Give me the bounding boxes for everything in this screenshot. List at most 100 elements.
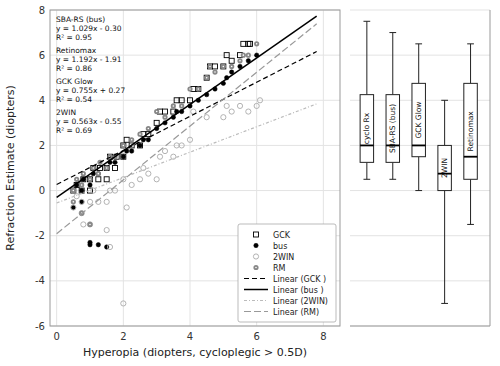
legend-label: GCK	[273, 231, 291, 240]
scatter-point	[104, 227, 109, 232]
annotation-line: R² = 0.95	[56, 33, 92, 42]
scatter-point	[147, 127, 150, 130]
scatter-point	[257, 98, 262, 103]
grid-line	[50, 190, 340, 191]
legend-swatch	[254, 232, 259, 237]
y-tick-label: -2	[35, 230, 45, 241]
median	[412, 145, 425, 147]
legend-label: bus	[273, 242, 287, 251]
boxes	[360, 21, 477, 303]
scatter-point	[82, 172, 85, 175]
scatter-point	[247, 53, 250, 56]
scatter-point	[88, 183, 92, 187]
scatter-point	[171, 154, 176, 159]
scatter-point	[96, 177, 101, 182]
regression-line	[57, 52, 317, 185]
whisker-cap	[467, 224, 474, 225]
scatter-point	[80, 183, 83, 186]
scatter-point	[221, 64, 226, 69]
whisker	[392, 162, 393, 179]
x-axis-label: Hyperopia (diopters, cycloplegic > 0.5D)	[83, 346, 307, 359]
scatter-point	[88, 178, 91, 181]
chart-svg: 02468-6-4-202468Hyperopia (diopters, cyc…	[0, 0, 500, 366]
scatter-point	[72, 200, 75, 203]
whisker-cap	[389, 32, 396, 33]
whisker-cap	[363, 179, 370, 180]
annotation-line: SBA-RS (bus)	[56, 15, 105, 24]
scatter-point	[157, 154, 162, 159]
box-label: GCK Glow	[414, 102, 423, 139]
annotation-line: Retinomax	[56, 46, 97, 55]
scatter-point	[254, 103, 259, 108]
annotation-line: GCK Glow	[56, 77, 93, 86]
grid-line	[350, 326, 490, 327]
y-tick-label: 2	[39, 140, 45, 151]
scatter-point	[71, 205, 75, 209]
whisker-cap	[467, 43, 474, 44]
scatter-point	[208, 64, 213, 69]
annotation: 2WINy = 0.563x - 0.55R² = 0.69	[56, 108, 122, 135]
scatter-point	[92, 166, 95, 169]
scatter-point	[87, 199, 92, 204]
x-tick-label: 6	[253, 331, 259, 342]
scatter-series	[71, 53, 259, 249]
scatter-point	[96, 243, 100, 247]
scatter-point	[163, 116, 166, 119]
scatter-point	[113, 166, 118, 171]
legend-label: Linear (RM)	[273, 308, 319, 317]
y-tick-label: 0	[39, 185, 45, 196]
scatter-point	[71, 205, 76, 210]
scatter-point	[122, 144, 125, 147]
scatter-point	[81, 222, 86, 227]
scatter-point	[74, 194, 79, 199]
scatter-point	[129, 182, 134, 187]
scatter-point	[104, 166, 108, 170]
whisker	[470, 179, 471, 224]
scatter-point	[137, 177, 142, 182]
grid-line	[350, 10, 490, 11]
annotation-line: R² = 0.69	[56, 126, 92, 135]
plot-data	[57, 16, 317, 306]
x-tick-label: 8	[320, 331, 326, 342]
scatter-point	[88, 223, 91, 226]
whisker	[418, 157, 419, 191]
scatter-point	[188, 87, 191, 90]
axis-line	[490, 10, 491, 326]
scatter-point	[79, 188, 83, 192]
whisker	[444, 191, 445, 304]
scatter-point	[222, 65, 225, 68]
y-tick-label: 4	[39, 95, 45, 106]
scatter-point	[213, 64, 218, 69]
scatter-point	[79, 199, 84, 204]
grid-line	[350, 190, 490, 191]
box-label: SBA-RS (bus)	[388, 104, 397, 153]
scatter-point	[71, 188, 76, 193]
legend: GCKbus2WINRMLinear (GCK )Linear (bus )Li…	[238, 224, 336, 322]
whisker	[392, 33, 393, 95]
scatter-point	[255, 42, 258, 45]
box-label: cyclo Rx	[362, 112, 371, 144]
tick-labels: 02468-6-4-202468	[35, 5, 327, 343]
legend-frame	[238, 224, 336, 322]
scatter-point	[104, 166, 109, 171]
x-tick-label: 0	[53, 331, 59, 342]
scatter-point	[154, 177, 159, 182]
legend-label: RM	[273, 264, 286, 273]
scatter-point	[246, 41, 251, 46]
scatter-point	[174, 98, 179, 103]
regression-line	[57, 104, 317, 203]
whisker-cap	[415, 190, 422, 191]
legend-swatch	[254, 266, 257, 269]
scatter-series	[71, 98, 263, 306]
box	[438, 145, 451, 190]
scatter-point	[105, 166, 108, 169]
scatter-point	[75, 178, 78, 181]
scatter-point	[79, 188, 84, 193]
scatter-point	[104, 199, 109, 204]
y-tick-label: 6	[39, 50, 45, 61]
scatter-point	[229, 109, 234, 114]
annotation: GCK Glowy = 0.755x + 0.27R² = 0.54	[56, 77, 125, 104]
scatter-point	[246, 109, 251, 114]
grid-line	[350, 55, 490, 56]
scatter-point	[179, 143, 184, 148]
